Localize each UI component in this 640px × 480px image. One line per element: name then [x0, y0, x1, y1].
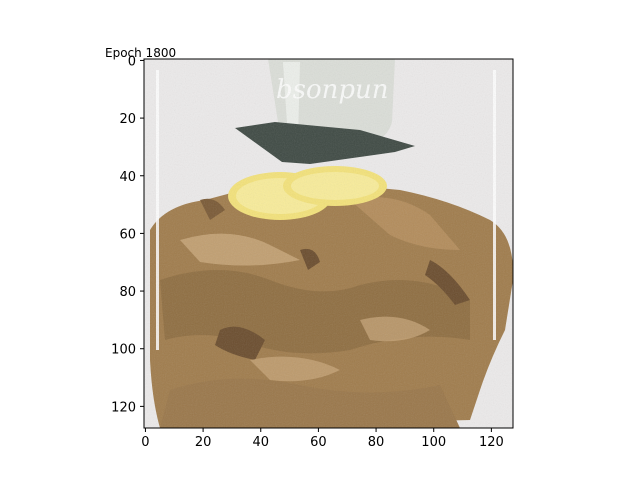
y-tick-label: 0: [128, 54, 136, 69]
generated-image: bsonpun: [144, 59, 513, 428]
x-tick-label: 0: [141, 435, 149, 450]
y-tick-label: 120: [111, 400, 136, 415]
y-tick-label: 40: [119, 170, 136, 185]
x-tick-label: 100: [421, 435, 446, 450]
x-tick-label: 60: [310, 435, 327, 450]
y-tick-label: 20: [119, 112, 136, 127]
x-tick-label: 120: [479, 435, 504, 450]
y-axis: 0 20 40 60 80 100 120: [111, 54, 144, 415]
y-tick-label: 100: [111, 343, 136, 358]
epoch-title: Epoch 1800: [105, 46, 177, 60]
x-tick-label: 80: [368, 435, 385, 450]
x-tick-label: 40: [252, 435, 269, 450]
y-tick-label: 60: [119, 227, 136, 242]
x-axis: 0 20 40 60 80 100 120: [141, 428, 504, 450]
x-tick-label: 20: [195, 435, 212, 450]
y-tick-label: 80: [119, 285, 136, 300]
axes-frame: [143, 58, 514, 429]
